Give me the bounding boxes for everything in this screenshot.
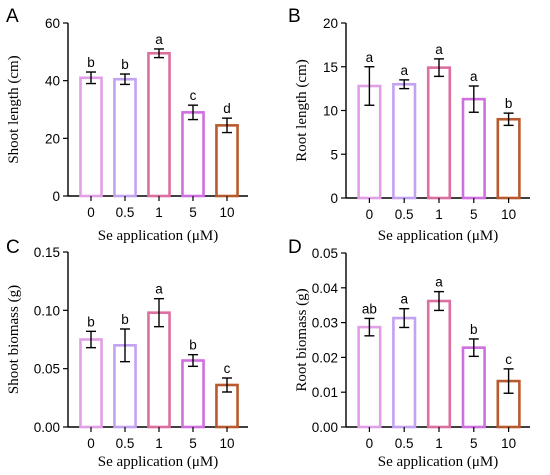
y-axis-title: Root biomass (g) <box>294 288 310 391</box>
panel-letter: D <box>288 237 302 258</box>
x-tick-label: 5 <box>470 436 478 451</box>
x-tick-label: 5 <box>189 205 197 220</box>
x-tick-label: 0 <box>87 205 95 220</box>
significance-letter: c <box>190 88 197 103</box>
bar <box>461 346 486 429</box>
significance-letter: d <box>223 101 231 116</box>
significance-letter: a <box>400 63 408 78</box>
significance-letter: b <box>121 312 129 327</box>
y-tick-label: 0 <box>330 191 338 206</box>
significance-letter: a <box>155 282 163 297</box>
significance-letter: c <box>505 352 512 367</box>
x-axis-title: Se application (μM) <box>378 228 499 244</box>
y-axis-title: Shoot biomass (g) <box>6 285 22 394</box>
x-tick-label: 1 <box>435 207 443 222</box>
y-tick-label: 20 <box>323 16 338 31</box>
significance-letter: b <box>189 338 197 353</box>
significance-letter: ab <box>362 301 377 316</box>
x-tick-label: 0.5 <box>395 207 414 222</box>
y-tick-label: 0.00 <box>34 420 60 435</box>
bar <box>392 316 417 429</box>
bar <box>496 117 521 200</box>
y-tick-label: 40 <box>45 74 60 89</box>
x-tick-label: 0.5 <box>116 205 135 220</box>
x-tick-label: 1 <box>155 205 163 220</box>
x-tick-label: 0 <box>87 436 95 451</box>
x-tick-label: 10 <box>219 436 234 451</box>
x-tick-label: 5 <box>470 207 478 222</box>
y-tick-label: 0.15 <box>34 245 60 260</box>
significance-letter: a <box>470 69 478 84</box>
significance-letter: b <box>87 314 95 329</box>
y-tick-label: 0 <box>52 189 60 204</box>
panel-letter: A <box>6 6 19 27</box>
x-tick-label: 10 <box>501 207 516 222</box>
x-axis-title: Se application (μM) <box>98 454 219 470</box>
bar <box>181 359 205 429</box>
bar <box>215 124 239 198</box>
x-tick-label: 0 <box>366 436 374 451</box>
y-tick-label: 0.02 <box>312 350 338 365</box>
y-tick-label: 0.00 <box>312 420 338 435</box>
y-tick-label: 5 <box>330 147 338 162</box>
significance-letter: c <box>224 361 231 376</box>
y-tick-label: 0.01 <box>312 385 338 400</box>
x-tick-label: 0.5 <box>395 436 414 451</box>
bar <box>392 82 417 200</box>
y-tick-label: 0.05 <box>312 246 338 261</box>
bar <box>79 76 103 198</box>
panel-letter: B <box>288 6 301 27</box>
y-tick-label: 20 <box>45 131 60 146</box>
x-tick-label: 1 <box>155 436 163 451</box>
x-tick-label: 0.5 <box>116 436 135 451</box>
y-tick-label: 0.04 <box>312 281 339 296</box>
x-axis-title: Se application (μM) <box>378 454 499 470</box>
y-axis-title: Root length (cm) <box>294 59 310 161</box>
significance-letter: a <box>435 42 443 57</box>
y-axis-title: Shoot length (cm) <box>6 55 22 163</box>
bar <box>113 77 137 198</box>
panel-d: D 0.00 0.01 0.02 0.03 0.04 0.05 ab 0 a 0.5 a 1 b 5 c 10S… <box>288 237 530 470</box>
y-tick-label: 60 <box>45 16 60 31</box>
significance-letter: b <box>87 55 95 70</box>
bar <box>426 299 452 429</box>
bar <box>147 51 171 198</box>
significance-letter: b <box>121 57 129 72</box>
x-tick-label: 1 <box>435 436 443 451</box>
x-axis-title: Se application (μM) <box>98 228 219 244</box>
bar <box>426 66 452 200</box>
panel-letter: C <box>6 237 20 258</box>
y-tick-label: 0.10 <box>34 303 60 318</box>
y-tick-label: 0.05 <box>34 362 60 377</box>
y-tick-label: 0.03 <box>312 316 338 331</box>
significance-letter: a <box>366 50 374 65</box>
x-tick-label: 0 <box>366 207 374 222</box>
x-tick-label: 10 <box>501 436 516 451</box>
significance-letter: b <box>470 322 478 337</box>
x-tick-label: 10 <box>219 205 234 220</box>
bar <box>147 311 171 429</box>
significance-letter: a <box>400 292 408 307</box>
x-tick-label: 5 <box>189 436 197 451</box>
bar <box>79 338 103 429</box>
significance-letter: a <box>155 32 163 47</box>
significance-letter: b <box>505 96 513 111</box>
significance-letter: a <box>435 275 443 290</box>
bar <box>357 325 382 429</box>
y-tick-label: 15 <box>323 60 338 75</box>
y-tick-label: 10 <box>323 104 338 119</box>
bar <box>181 111 205 198</box>
bar <box>461 97 486 200</box>
